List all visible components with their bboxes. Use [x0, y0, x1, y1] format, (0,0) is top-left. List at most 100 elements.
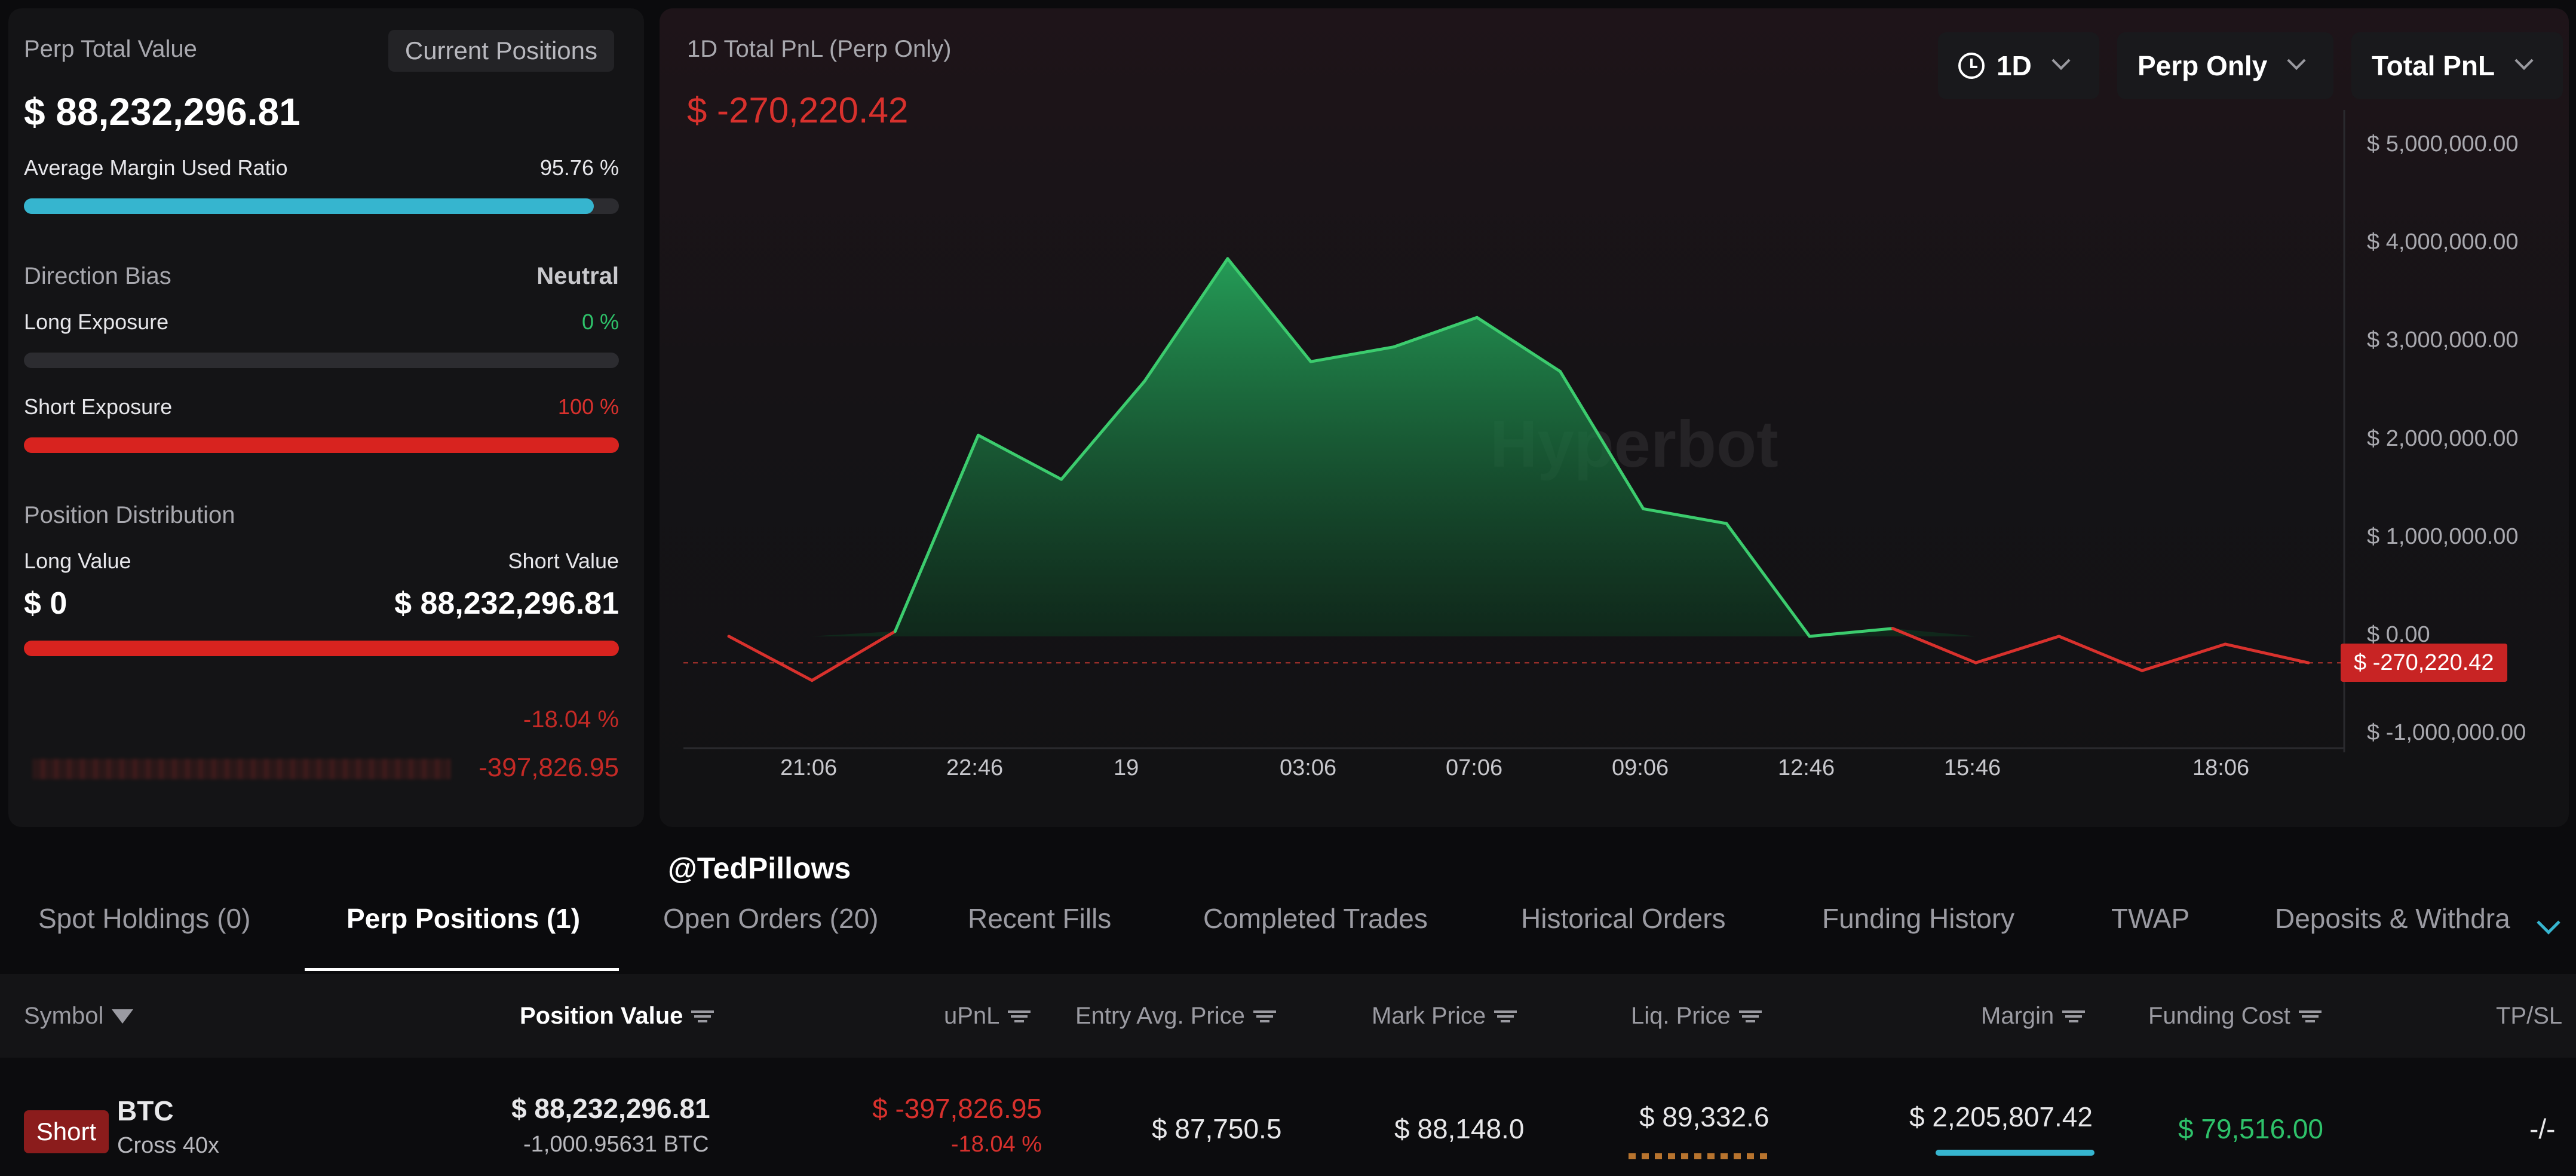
tab-open-orders[interactable]: Open Orders (20) [663, 903, 879, 934]
pnl-line-segment [976, 433, 1063, 481]
long-exposure-label: Long Exposure [24, 310, 169, 334]
period-value: 1D [1997, 50, 2032, 81]
short-exposure-bar-fill [24, 437, 619, 453]
side-badge: Short [24, 1110, 109, 1153]
author-handle: @TedPillows [668, 852, 851, 885]
y-tick-label: $ 1,000,000.00 [2367, 523, 2519, 549]
x-tick-label: 18:06 [2192, 755, 2250, 780]
x-tick-label: 12:46 [1778, 755, 1835, 780]
y-tick-label: $ 4,000,000.00 [2367, 229, 2519, 255]
table-row[interactable]: Short BTC Cross 40x $ 88,232,296.81 -1,0… [0, 1058, 2576, 1176]
pnl-line-segment [1642, 507, 1728, 525]
row-margin-mode: Cross 40x [117, 1133, 220, 1158]
header-symbol[interactable]: Symbol [24, 1003, 134, 1030]
x-tick-label: 19 [1114, 755, 1139, 780]
sort-icon[interactable] [2298, 1009, 2322, 1024]
pnl-percent: -18.04 % [523, 706, 619, 733]
active-tab-underline [305, 968, 619, 971]
header-upnl[interactable]: uPnL [944, 1003, 1031, 1030]
row-position-value: $ 88,232,296.81 [511, 1093, 710, 1124]
pnl-line-segment [1891, 627, 1977, 664]
tabs-more-chevron-icon[interactable] [2537, 911, 2560, 935]
tab-funding-history[interactable]: Funding History [1822, 903, 2015, 934]
pnl-line-segment [1974, 635, 2061, 664]
tab-spot-holdings[interactable]: Spot Holdings (0) [38, 903, 251, 934]
current-positions-button[interactable]: Current Positions [388, 30, 614, 72]
long-exposure-bar [24, 353, 619, 368]
row-upnl: $ -397,826.95 [872, 1093, 1042, 1124]
tab-deposits-withdrawals[interactable]: Deposits & Withdra [2275, 903, 2510, 934]
header-margin-label: Margin [1981, 1003, 2054, 1029]
header-entry-label: Entry Avg. Price [1075, 1003, 1245, 1029]
pnl-line-segment [1143, 257, 1229, 383]
x-tick-label: 07:06 [1446, 755, 1503, 780]
short-value: $ 88,232,296.81 [394, 586, 619, 621]
chart-title: 1D Total PnL (Perp Only) [687, 36, 952, 62]
perp-total-value: $ 88,232,296.81 [24, 90, 300, 133]
pnl-line-segment [2224, 642, 2310, 664]
header-funding-cost[interactable]: Funding Cost [2148, 1003, 2322, 1030]
header-mark-label: Mark Price [1372, 1003, 1486, 1029]
x-tick-label: 15:46 [1944, 755, 2001, 780]
header-tpsl: TP/SL [2496, 1003, 2563, 1029]
header-margin[interactable]: Margin [1981, 1003, 2086, 1030]
scope-value: Perp Only [2138, 50, 2268, 81]
scope-dropdown[interactable]: Perp Only [2117, 32, 2333, 99]
positions-table-header: Symbol Position Value uPnL Entry Avg. Pr… [0, 974, 2576, 1058]
tab-historical-orders[interactable]: Historical Orders [1521, 903, 1726, 934]
pnl-line-segment [810, 630, 897, 682]
header-liq-price[interactable]: Liq. Price [1631, 1003, 1762, 1030]
y-tick-label: $ 3,000,000.00 [2367, 327, 2519, 353]
header-position-value[interactable]: Position Value [520, 1003, 714, 1030]
sort-icon[interactable] [1253, 1009, 1276, 1024]
tab-completed-trades[interactable]: Completed Trades [1203, 903, 1428, 934]
filter-icon[interactable] [112, 1009, 134, 1024]
header-upnl-label: uPnL [944, 1003, 1000, 1029]
row-liq-price: $ 89,332.6 [1639, 1101, 1770, 1132]
header-entry-price[interactable]: Entry Avg. Price [1075, 1003, 1276, 1030]
pnl-line-segment [1392, 316, 1479, 349]
distribution-bar [24, 641, 619, 656]
y-tick-label: $ 5,000,000.00 [2367, 131, 2519, 157]
y-tick-label: $ 0.00 [2367, 621, 2430, 647]
row-symbol[interactable]: BTC [117, 1095, 174, 1126]
tab-recent-fills[interactable]: Recent Fills [968, 903, 1112, 934]
sort-icon[interactable] [1738, 1009, 1762, 1024]
metric-dropdown[interactable]: Total PnL [2351, 32, 2563, 99]
clock-icon [1958, 53, 1985, 79]
sort-icon[interactable] [2062, 1009, 2086, 1024]
x-tick-label: 21:06 [780, 755, 838, 780]
pnl-area [729, 258, 2308, 636]
short-value-label: Short Value [508, 549, 619, 573]
sort-icon[interactable] [691, 1009, 714, 1024]
pnl-line-segment [727, 635, 814, 682]
pnl-line-segment [1475, 316, 1562, 373]
sort-icon[interactable] [1008, 1009, 1031, 1024]
margin-usage-bar [1936, 1150, 2094, 1156]
direction-bias-label: Direction Bias [24, 263, 171, 289]
pnl-line-segment [1060, 379, 1146, 481]
margin-ratio-value: 95.76 % [539, 155, 619, 180]
header-symbol-label: Symbol [24, 1003, 104, 1029]
y-tick-label: $ -1,000,000.00 [2367, 720, 2526, 745]
pnl-chart[interactable] [660, 8, 2569, 827]
x-tick-label: 03:06 [1280, 755, 1337, 780]
row-margin: $ 2,205,807.42 [1909, 1101, 2093, 1132]
perp-total-value-label: Perp Total Value [24, 36, 197, 62]
sort-icon[interactable] [1494, 1009, 1517, 1024]
margin-ratio-label: Average Margin Used Ratio [24, 155, 288, 180]
pnl-value: -397,826.95 [479, 753, 619, 782]
y-tick-label: $ 2,000,000.00 [2367, 425, 2519, 451]
tab-twap[interactable]: TWAP [2111, 903, 2190, 934]
pnl-line-segment [2140, 642, 2227, 672]
row-tpsl[interactable]: -/- [2529, 1113, 2556, 1144]
row-funding-cost: $ 79,516.00 [2178, 1113, 2324, 1144]
period-dropdown[interactable]: 1D [1938, 32, 2099, 99]
row-mark-price: $ 88,148.0 [1394, 1113, 1525, 1144]
long-value-label: Long Value [24, 549, 131, 573]
tab-perp-positions[interactable]: Perp Positions (1) [346, 903, 581, 934]
pnl-line-segment [893, 433, 980, 633]
current-pnl-label: $ -270,220.42 [2341, 644, 2507, 682]
header-mark-price[interactable]: Mark Price [1372, 1003, 1517, 1030]
row-upnl-percent: -18.04 % [950, 1132, 1042, 1157]
